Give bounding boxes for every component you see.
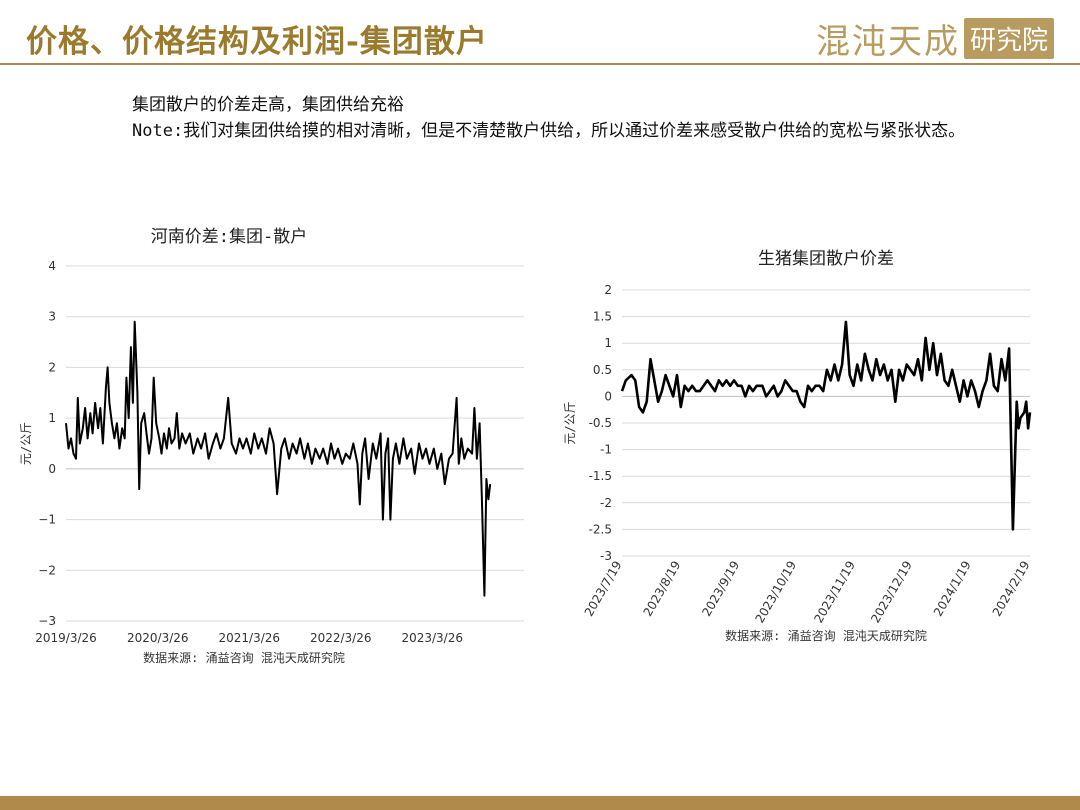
y-tick-label: -1.5: [589, 469, 612, 483]
x-tick-label: 2023/12/19: [868, 559, 915, 626]
intro-text: 集团散户的价差走高，集团供给充裕 Note:我们对集团供给摸的相对清晰，但是不清…: [82, 92, 1032, 144]
x-tick-label: 2024/1/19: [931, 559, 974, 619]
chart-title: 河南价差:集团-散户: [151, 227, 307, 247]
series-line: [620, 320, 1032, 531]
y-tick-label: -1: [600, 443, 612, 457]
y-tick-label: 0.5: [593, 363, 612, 377]
x-tick-label: 2024/2/19: [990, 559, 1033, 619]
y-tick-label: 2: [604, 283, 612, 297]
source-note: 数据来源: 涌益咨询 混沌天成研究院: [143, 650, 345, 665]
x-tick-label: 2019/3/26: [35, 631, 97, 645]
y-tick-label: -2: [600, 496, 612, 510]
y-tick-label: −3: [38, 614, 56, 628]
x-tick-label: 2023/10/19: [752, 559, 799, 626]
y-axis-label: 元/公斤: [563, 401, 577, 444]
x-tick-label: 2021/3/26: [218, 631, 280, 645]
y-tick-label: 0: [48, 462, 56, 476]
y-tick-label: −2: [38, 563, 56, 577]
y-tick-label: 1: [604, 336, 612, 350]
y-tick-label: 1.5: [593, 310, 612, 324]
source-note: 数据来源: 涌益咨询 混沌天成研究院: [725, 628, 927, 643]
page-title: 价格、价格结构及利润-集团散户: [26, 24, 488, 60]
y-tick-label: −1: [38, 513, 56, 527]
y-tick-label: 0: [604, 389, 612, 403]
x-tick-label: 2022/3/26: [310, 631, 372, 645]
y-tick-label: 2: [48, 360, 56, 374]
chart-title: 生猪集团散户价差: [758, 249, 894, 269]
x-tick-label: 2023/8/19: [641, 559, 684, 619]
y-tick-label: -3: [600, 549, 612, 563]
x-tick-label: 2023/3/26: [401, 631, 463, 645]
intro-line-1: 集团散户的价差走高，集团供给充裕: [132, 95, 404, 115]
chart-henan-svg: 河南价差:集团-散户 4 3 2 1 0 −1 −2 −3 元/公斤 2019/3/26 2020/3…: [19, 227, 524, 665]
logo: 混沌天成 研究院: [816, 14, 1054, 63]
title-divider: [0, 63, 1080, 65]
y-tick-label: -2.5: [589, 522, 612, 536]
y-tick-label: -0.5: [589, 416, 612, 430]
x-tick-label: 2020/3/26: [127, 631, 189, 645]
y-tick-label: 4: [48, 259, 56, 273]
logo-seal: 研究院: [963, 18, 1054, 59]
x-tick-label: 2023/9/19: [699, 559, 742, 619]
chart-group-retail-svg: 生猪集团散户价差 2 1.5 1 0.5 0 -0.5 -1 -1.5 -2 -2.5 -3 元/公斤 2…: [563, 249, 1033, 643]
intro-line-2: Note:我们对集团供给摸的相对清晰，但是不清楚散户供给，所以通过价差来感受散户…: [132, 121, 966, 141]
y-tick-label: 3: [48, 310, 56, 324]
x-tick-label: 2023/7/19: [582, 559, 625, 619]
y-tick-label: 1: [48, 411, 56, 425]
series-line: [65, 320, 492, 597]
chart-henan-spread: 河南价差:集团-散户 4 3 2 1 0 −1 −2 −3 元/公斤 2019/3/26 2020/3…: [14, 212, 544, 682]
logo-text: 混沌天成: [815, 22, 960, 62]
x-tick-label: 2023/11/19: [811, 559, 858, 626]
y-axis-label: 元/公斤: [19, 422, 33, 465]
chart-group-retail-spread: 生猪集团散户价差 2 1.5 1 0.5 0 -0.5 -1 -1.5 -2 -2.5 -3 元/公斤 2…: [556, 238, 1056, 658]
footer-bar: [0, 796, 1080, 810]
